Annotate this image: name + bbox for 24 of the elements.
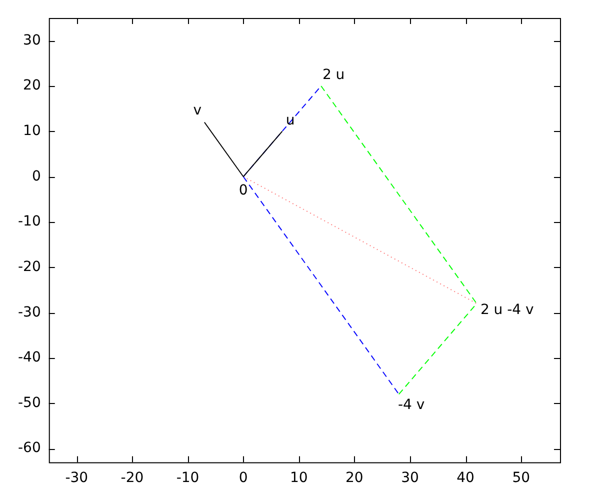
x-tick-label: -30 bbox=[65, 470, 88, 486]
y-tick-label: -20 bbox=[18, 258, 41, 275]
y-tick-label: -30 bbox=[18, 304, 41, 320]
annotation: 0 bbox=[238, 182, 248, 198]
y-tick-label: 30 bbox=[23, 32, 41, 48]
annotation: -4 v bbox=[398, 397, 425, 414]
x-tick-label: 10 bbox=[290, 470, 308, 486]
x-tick-label: 40 bbox=[456, 470, 474, 486]
annotation: v bbox=[193, 102, 202, 119]
y-tick-label: -50 bbox=[18, 394, 41, 411]
x-tick-label: -10 bbox=[176, 470, 200, 486]
annotation: 2 u -4 v bbox=[480, 302, 534, 318]
x-tick-label: 0 bbox=[238, 470, 248, 486]
x-tick-label: -20 bbox=[120, 470, 144, 486]
x-tick-label: 30 bbox=[401, 470, 419, 486]
y-tick-label: -60 bbox=[18, 440, 41, 456]
x-tick-label: 20 bbox=[346, 470, 364, 486]
y-tick-label: 10 bbox=[23, 122, 41, 139]
y-tick-label: -10 bbox=[18, 214, 41, 230]
y-tick-label: -40 bbox=[18, 350, 41, 366]
y-tick-label: 0 bbox=[32, 168, 41, 184]
y-tick-label: 20 bbox=[23, 78, 41, 94]
annotation: 2 u bbox=[322, 67, 345, 84]
x-tick-label: 50 bbox=[512, 470, 530, 486]
